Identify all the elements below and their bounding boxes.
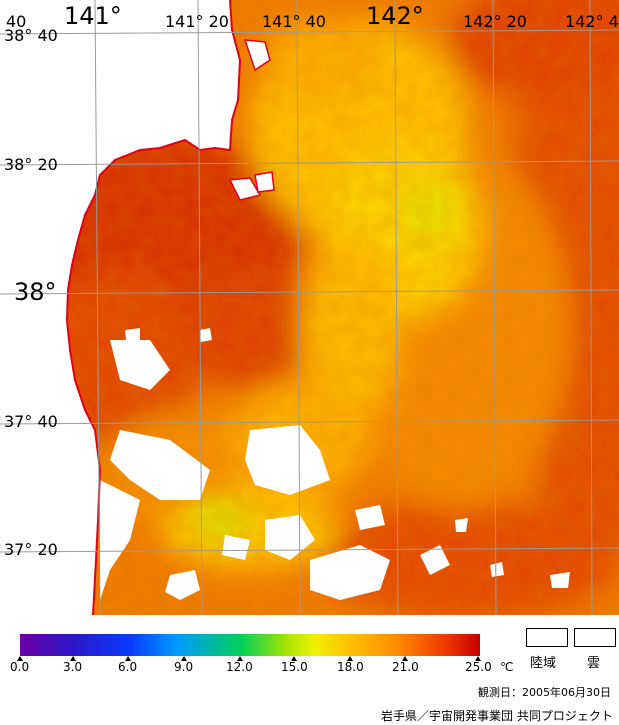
lat-label: 38° 20	[4, 155, 58, 174]
colorbar-unit: ℃	[500, 660, 514, 674]
colorbar-tick-mark	[475, 656, 481, 661]
colorbar-tick-mark	[347, 656, 353, 661]
cloud-legend-swatch	[574, 628, 616, 647]
colorbar-tick-label: 25.0	[465, 660, 492, 674]
colorbar-tick-mark	[17, 656, 23, 661]
colorbar-tick-label: 18.0	[337, 660, 364, 674]
lat-label: 38° 40	[4, 26, 58, 45]
temperature-colorbar	[20, 634, 480, 656]
lon-label: 40	[6, 12, 27, 31]
colorbar-tick-label: 9.0	[174, 660, 194, 674]
colorbar-tick-mark	[291, 656, 297, 661]
lon-label: 141° 40	[262, 12, 326, 31]
sea-surface-temperature-map: 40 141° 141° 20 141° 40 142° 142° 20 142…	[0, 0, 619, 615]
lat-label: 37° 20	[4, 540, 58, 559]
coastline-islets	[228, 39, 275, 201]
colorbar-tick-mark	[70, 656, 76, 661]
colorbar-tick-mark	[181, 656, 187, 661]
graticule	[0, 0, 619, 615]
colorbar-tick-label: 12.0	[226, 660, 253, 674]
lon-label: 141°	[64, 2, 122, 30]
lat-label: 37° 40	[4, 412, 58, 431]
cloud-patches	[100, 328, 570, 600]
colorbar-tick-label: 6.0	[118, 660, 138, 674]
lat-label: 38°	[14, 278, 57, 306]
lon-label: 142°	[366, 2, 424, 30]
colorbar-tick-label: 21.0	[392, 660, 419, 674]
land-mass	[0, 0, 240, 615]
colorbar-tick-mark	[237, 656, 243, 661]
colorbar-tick-mark	[402, 656, 408, 661]
observation-date: 観測日：2005年06月30日	[478, 686, 611, 699]
credit-text: 岩手県／宇宙開発事業団 共同プロジェクト	[381, 709, 613, 723]
land-islets	[230, 40, 274, 200]
colorbar-tick-label: 3.0	[63, 660, 83, 674]
lon-label: 142° 20	[463, 12, 527, 31]
colorbar-tick-mark	[125, 656, 131, 661]
lon-label: 141° 20	[165, 12, 229, 31]
lon-label: 142° 4	[565, 12, 619, 31]
colorbar-tick-label: 15.0	[281, 660, 308, 674]
land-legend-label: 陸域	[530, 656, 557, 671]
land-legend-swatch	[526, 628, 568, 647]
map-svg	[0, 0, 619, 615]
colorbar-tick-label: 0.0	[10, 660, 30, 674]
cloud-legend-label: 雲	[587, 656, 601, 671]
